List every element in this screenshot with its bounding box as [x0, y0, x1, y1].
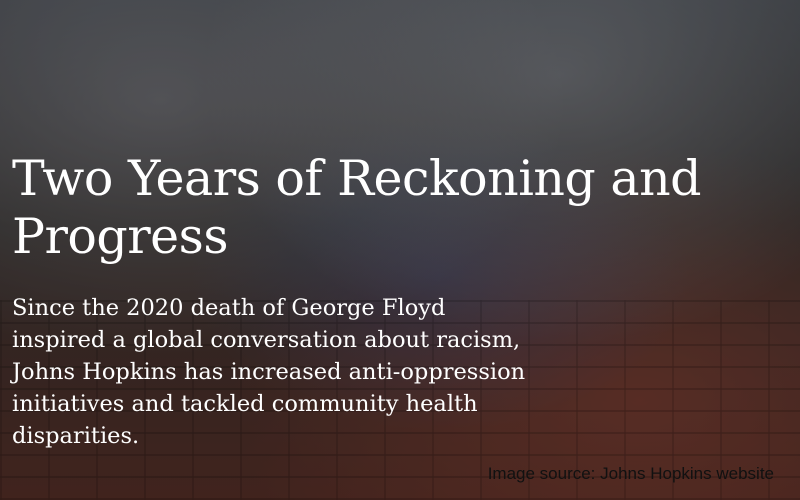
- brick-pattern: [0, 300, 800, 500]
- hero-title: Two Years of Reckoning and Progress: [12, 150, 702, 265]
- hero-description: Since the 2020 death of George Floyd ins…: [12, 295, 526, 449]
- image-credit: Image source: Johns Hopkins website: [487, 464, 774, 483]
